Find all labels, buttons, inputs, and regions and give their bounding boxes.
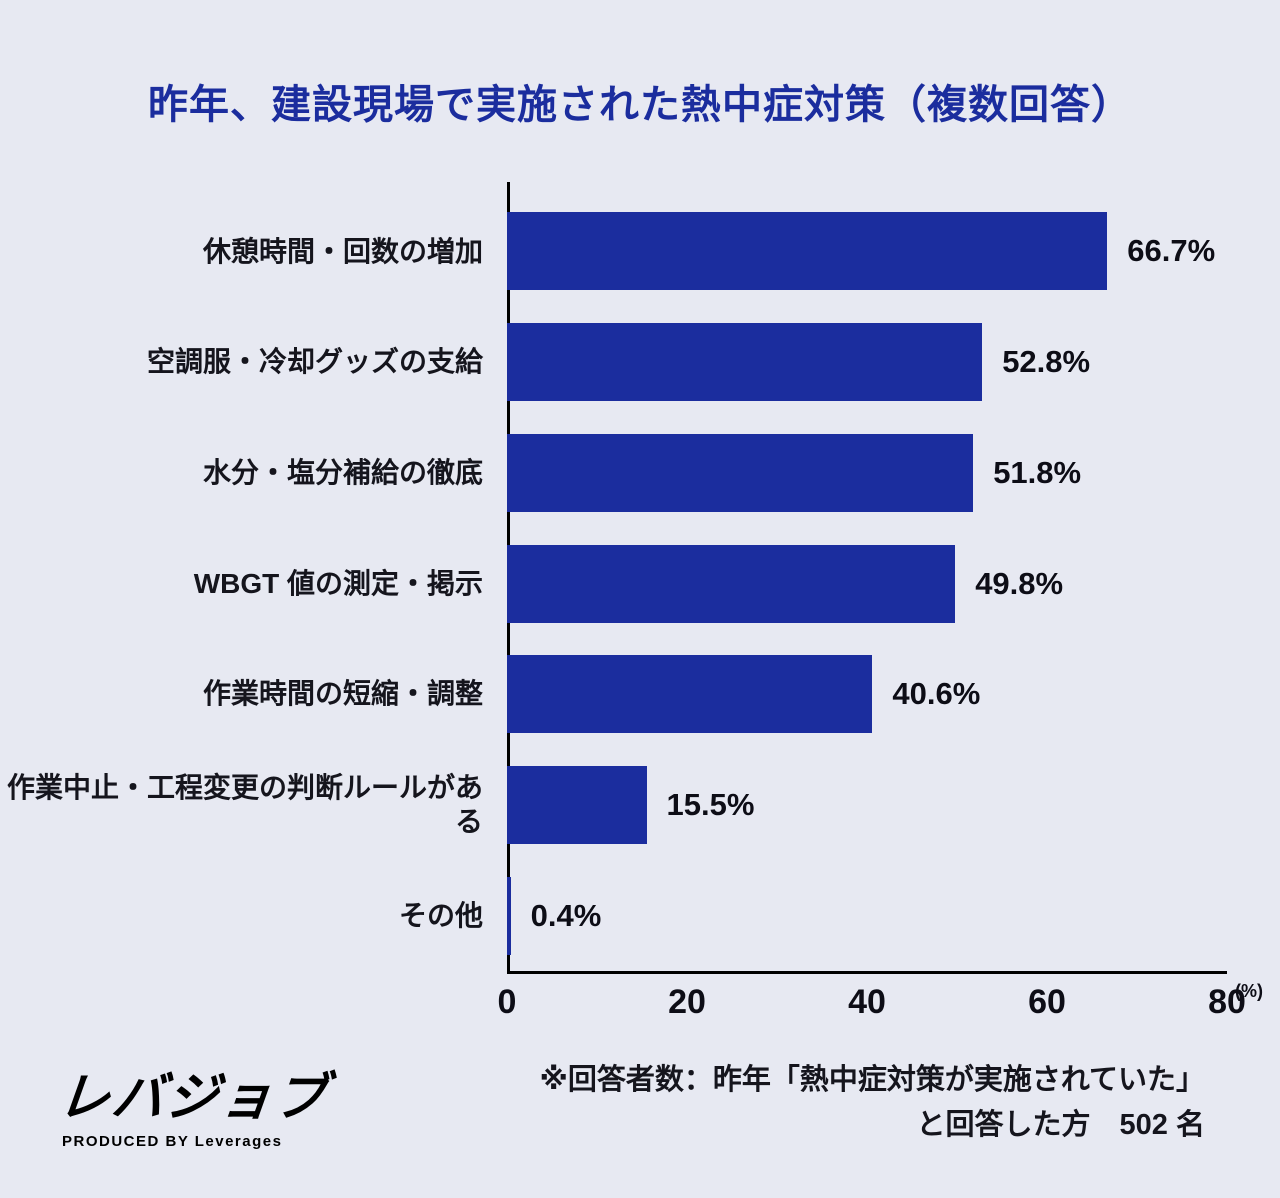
value-label: 66.7% [1127, 233, 1216, 269]
bar [507, 212, 1108, 291]
footer: レバジョブ PRODUCED BY Leverages ※回答者数：昨年「熱中症… [0, 1058, 1280, 1150]
bar-row: WBGT 値の測定・掲示 49.8% [0, 528, 1227, 639]
x-axis-tick: 80 [1208, 983, 1246, 1021]
bar [507, 655, 873, 734]
value-label: 51.8% [993, 454, 1082, 490]
category-label: その他 [398, 899, 483, 931]
x-axis-line [507, 971, 1227, 974]
x-axis-unit: (%) [1235, 981, 1263, 1001]
respondents-note: ※回答者数：昨年「熱中症対策が実施されていた」 と回答した方 502 名 [540, 1058, 1205, 1148]
logo-subtext: PRODUCED BY Leverages [62, 1133, 283, 1150]
bar-row: 作業中止・工程変更の判断ルールがある 15.5% [0, 750, 1227, 861]
bar [507, 433, 974, 512]
value-label: 40.6% [892, 676, 981, 712]
value-label: 15.5% [666, 786, 755, 822]
category-label: WBGT 値の測定・掲示 [193, 567, 483, 599]
x-axis-tick: 20 [668, 983, 706, 1021]
bar-track: 15.5% [507, 765, 1227, 844]
x-axis-tick: 40 [848, 983, 886, 1021]
bar [507, 323, 983, 402]
bar-row: その他 0.4% [0, 860, 1227, 971]
value-label: 49.8% [975, 565, 1064, 601]
bar [507, 544, 956, 623]
bar-track: 40.6% [507, 655, 1227, 734]
x-axis-ticks: (%) 0 20 40 60 80 [498, 971, 1263, 1033]
bar [507, 876, 511, 955]
category-label: 空調服・冷却グッズの支給 [146, 346, 483, 378]
chart-title: 昨年、建設現場で実施された熱中症対策（複数回答） [148, 83, 1132, 127]
x-axis-tick: 60 [1028, 983, 1066, 1021]
bar-chart: 休憩時間・回数の増加 66.7% 空調服・冷却グッズの支給 52.8% 水分・塩分補給の… [0, 182, 1280, 1021]
bar-track: 66.7% [507, 212, 1227, 291]
category-label: 水分・塩分補給の徹底 [202, 457, 483, 488]
note-line-1: ※回答者数：昨年「熱中症対策が実施されていた」 [539, 1063, 1205, 1096]
x-axis-tick: 0 [497, 983, 517, 1021]
bar-track: 51.8% [507, 433, 1227, 512]
bar-row: 休憩時間・回数の増加 66.7% [0, 196, 1227, 307]
note-line-2: と回答した方 502 名 [916, 1108, 1205, 1141]
bar [507, 765, 647, 844]
bar-row: 作業時間の短縮・調整 40.6% [0, 639, 1227, 750]
bar-track: 49.8% [507, 544, 1227, 623]
bar-row: 空調服・冷却グッズの支給 52.8% [0, 307, 1227, 418]
value-label: 0.4% [530, 897, 602, 933]
value-label: 52.8% [1002, 344, 1091, 380]
category-label: 作業時間の短縮・調整 [202, 678, 483, 710]
bar-track: 0.4% [507, 876, 1227, 955]
bar-rows: 休憩時間・回数の増加 66.7% 空調服・冷却グッズの支給 52.8% 水分・塩分補給の… [0, 196, 1227, 971]
bar-row: 水分・塩分補給の徹底 51.8% [0, 417, 1227, 528]
category-label: 作業中止・工程変更の判断ルールがある [6, 772, 483, 837]
category-label: 休憩時間・回数の増加 [202, 235, 483, 267]
logo-text: レバジョブ [55, 1068, 332, 1127]
brand-logo: レバジョブ PRODUCED BY Leverages [55, 1068, 332, 1150]
bar-track: 52.8% [507, 323, 1227, 402]
